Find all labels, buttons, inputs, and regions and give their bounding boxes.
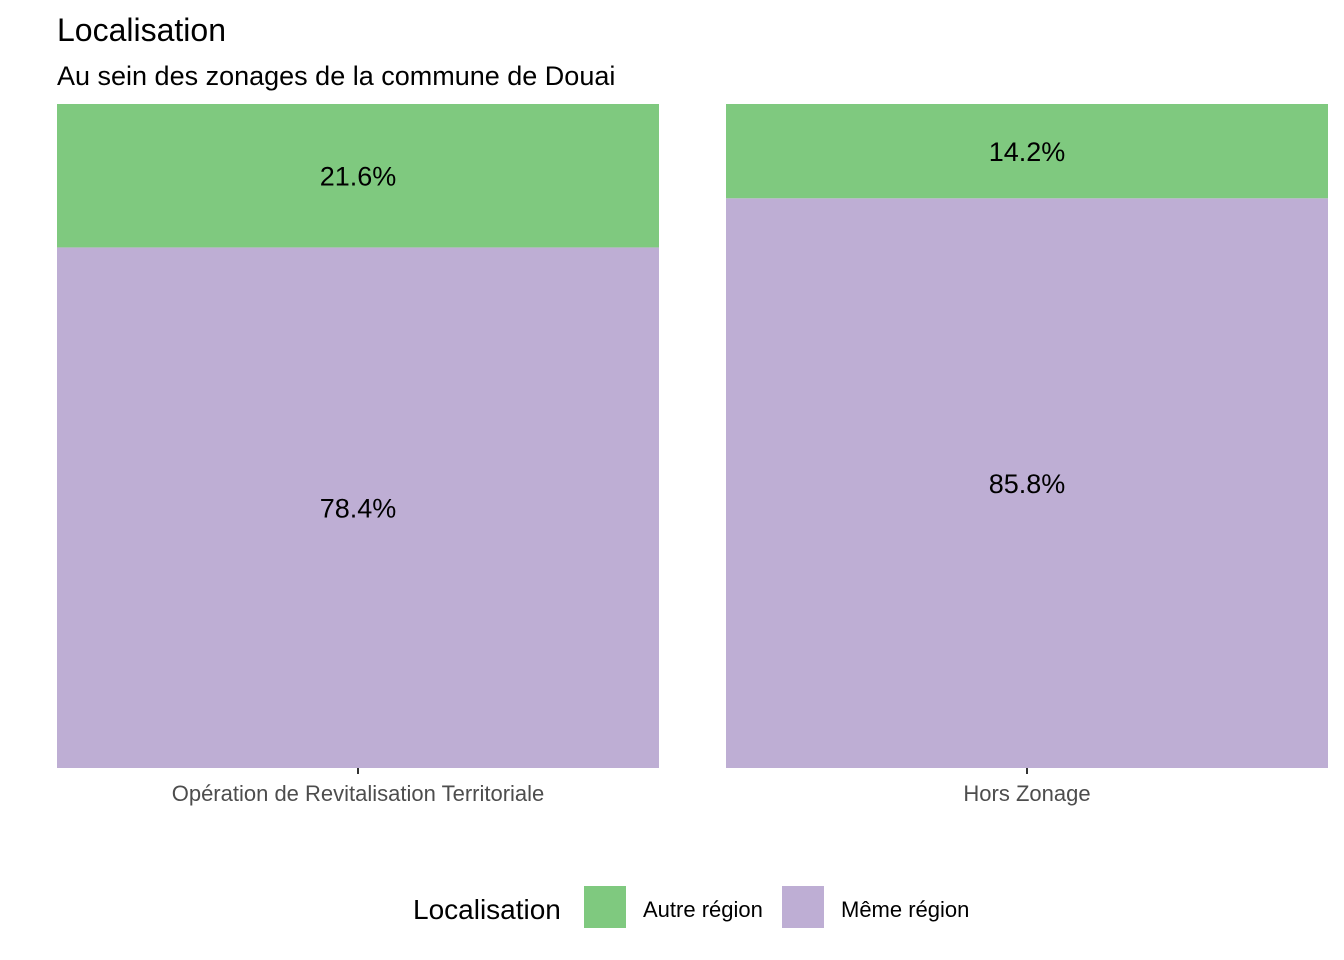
legend: Localisation Autre région Même région — [413, 884, 969, 930]
legend-key-1 — [780, 884, 826, 930]
legend-label-0: Autre région — [643, 897, 763, 922]
segment-label-0-0: 21.6% — [320, 162, 397, 192]
legend-title: Localisation — [413, 894, 561, 925]
segment-label-1-0: 14.2% — [989, 137, 1066, 167]
bars-layer — [57, 104, 1328, 769]
x-tick-label-0: Opération de Revitalisation Territoriale — [172, 781, 545, 806]
bar-segment-1-0 — [726, 104, 1328, 199]
chart-subtitle: Au sein des zonages de la commune de Dou… — [57, 61, 615, 91]
segment-label-0-1: 78.4% — [320, 494, 397, 524]
bar-segment-1-1 — [726, 198, 1328, 769]
bar-segment-0-1 — [57, 247, 659, 768]
segment-labels-layer: 78.4% 21.6% 85.8% 14.2% — [320, 137, 1066, 524]
x-axis: Opération de Revitalisation Territoriale… — [172, 768, 1091, 806]
x-tick-label-1: Hors Zonage — [963, 781, 1090, 806]
legend-label-1: Même région — [841, 897, 969, 922]
chart-title: Localisation — [57, 12, 226, 48]
segment-label-1-1: 85.8% — [989, 469, 1066, 499]
legend-key-0 — [582, 884, 628, 930]
bar-segment-0-0 — [57, 104, 659, 248]
